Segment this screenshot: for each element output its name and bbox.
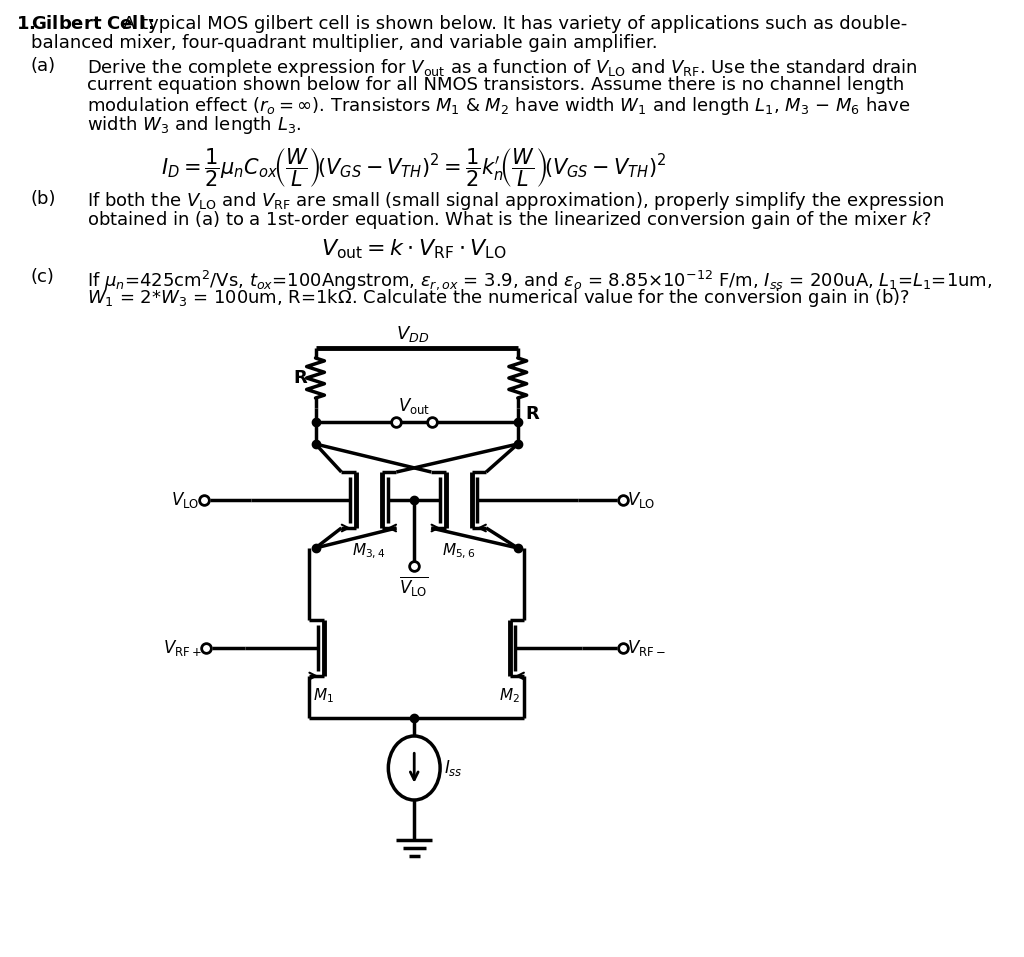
Text: $V_{\mathrm{out}}$: $V_{\mathrm{out}}$ bbox=[398, 396, 430, 416]
Text: $V_{\mathrm{LO}}$: $V_{\mathrm{LO}}$ bbox=[171, 490, 200, 510]
Text: $W_1$ = 2*$W_3$ = 100um, R=1k$\Omega$. Calculate the numerical value for the con: $W_1$ = 2*$W_3$ = 100um, R=1k$\Omega$. C… bbox=[87, 287, 910, 309]
Text: $I_D = \dfrac{1}{2}\mu_n C_{ox}\!\left(\dfrac{W}{L}\right)\!(V_{GS} - V_{TH})^2 : $I_D = \dfrac{1}{2}\mu_n C_{ox}\!\left(\… bbox=[162, 146, 667, 189]
Text: $M_2$: $M_2$ bbox=[500, 686, 520, 704]
Text: current equation shown below for all NMOS transistors. Assume there is no channe: current equation shown below for all NMO… bbox=[87, 76, 904, 94]
Text: (b): (b) bbox=[31, 190, 56, 208]
Text: (a): (a) bbox=[31, 57, 56, 75]
Text: $M_{5,6}$: $M_{5,6}$ bbox=[442, 542, 475, 562]
Text: $M_1$: $M_1$ bbox=[313, 686, 334, 704]
Text: Derive the complete expression for $V_{\mathrm{out}}$ as a function of $V_{\math: Derive the complete expression for $V_{\… bbox=[87, 57, 919, 79]
Text: $V_{\mathrm{LO}}$: $V_{\mathrm{LO}}$ bbox=[627, 490, 655, 510]
Text: (c): (c) bbox=[31, 268, 54, 286]
Text: $M_{3,4}$: $M_{3,4}$ bbox=[352, 542, 386, 562]
Text: obtained in (a) to a 1st-order equation. What is the linearized conversion gain : obtained in (a) to a 1st-order equation.… bbox=[87, 209, 932, 231]
Text: modulation effect ($r_o = \infty$). Transistors $M_1$ & $M_2$ have width $W_1$ a: modulation effect ($r_o = \infty$). Tran… bbox=[87, 95, 910, 117]
Text: A typical MOS gilbert cell is shown below. It has variety of applications such a: A typical MOS gilbert cell is shown belo… bbox=[123, 15, 907, 33]
Text: $V_{DD}$: $V_{DD}$ bbox=[396, 324, 429, 344]
Text: $\overline{V_{\mathrm{LO}}}$: $\overline{V_{\mathrm{LO}}}$ bbox=[399, 574, 429, 598]
Text: $V_{\mathrm{RF}+}$: $V_{\mathrm{RF}+}$ bbox=[164, 638, 203, 658]
Text: $\mathbf{Gilbert\ Cell:}$: $\mathbf{Gilbert\ Cell:}$ bbox=[31, 15, 155, 33]
Text: R: R bbox=[294, 369, 307, 387]
Text: balanced mixer, four-quadrant multiplier, and variable gain amplifier.: balanced mixer, four-quadrant multiplier… bbox=[31, 34, 657, 52]
Text: width $W_3$ and length $L_3$.: width $W_3$ and length $L_3$. bbox=[87, 114, 302, 136]
Text: If $\mu_n$=425cm$^2$/Vs, $t_{ox}$=100Angstrom, $\varepsilon_{r,ox}$ = 3.9, and $: If $\mu_n$=425cm$^2$/Vs, $t_{ox}$=100Ang… bbox=[87, 268, 993, 292]
Text: If both the $V_{\mathrm{LO}}$ and $V_{\mathrm{RF}}$ are small (small signal appr: If both the $V_{\mathrm{LO}}$ and $V_{\m… bbox=[87, 190, 945, 212]
Text: $V_{\mathrm{out}} = k \cdot V_{\mathrm{RF}} \cdot V_{\mathrm{LO}}$: $V_{\mathrm{out}} = k \cdot V_{\mathrm{R… bbox=[322, 237, 507, 260]
Text: R: R bbox=[526, 405, 540, 423]
Text: $V_{\mathrm{RF}-}$: $V_{\mathrm{RF}-}$ bbox=[627, 638, 666, 658]
Text: $\mathbf{1.}$: $\mathbf{1.}$ bbox=[16, 15, 36, 33]
Text: $I_{ss}$: $I_{ss}$ bbox=[444, 758, 463, 778]
